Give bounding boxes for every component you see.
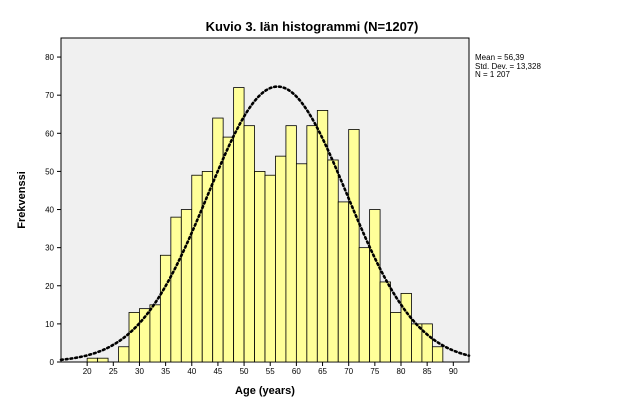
y-tick-label: 50 [45,167,54,176]
histogram-bar [128,312,140,363]
x-tick-label: 70 [344,367,353,376]
histogram-bar [86,357,99,363]
histogram-bar [358,247,371,363]
x-tick-label: 30 [135,367,144,376]
histogram-bar [306,125,318,363]
y-tick-label: 40 [45,206,54,215]
x-tick-label: 55 [266,367,275,376]
histogram-bar [390,312,402,363]
histogram-bar [264,174,276,363]
histogram-bar [212,117,224,363]
histogram-bar [285,125,297,363]
stats-mean: Mean = 56,39 [475,53,525,62]
chart-title: Kuvio 3. Iän histogrammi (N=1207) [206,19,419,34]
histogram-bar [379,281,391,363]
x-tick-label: 75 [370,367,379,376]
histogram-bar [118,346,130,363]
normal-curve [59,85,471,362]
histogram-bar [97,357,109,363]
histogram-bar [337,201,350,363]
y-axis-label: Frekvenssi [16,171,28,228]
histogram-bar [295,163,308,363]
y-tick-label: 0 [50,358,55,367]
histogram-bar [243,125,255,363]
y-tick-label: 30 [45,244,54,253]
x-tick-label: 50 [240,367,249,376]
x-axis-ticks: 20 25 30 35 40 45 50 55 60 65 70 75 80 85 90 [83,362,458,376]
y-tick-label: 70 [45,91,54,100]
y-tick-label: 60 [45,129,54,138]
y-tick-label: 80 [45,53,54,62]
histogram-bar [233,87,245,363]
histogram-bar [400,292,412,363]
y-tick-label: 20 [45,282,54,291]
x-tick-label: 65 [318,367,327,376]
x-tick-label: 35 [161,367,170,376]
histogram-bar [201,171,214,363]
histogram-bar [431,346,444,363]
stats-std-dev: Std. Dev. = 13,328 [475,61,541,71]
histogram-bar [316,110,329,363]
y-axis-ticks: 0 10 20 30 40 50 60 70 80 [45,53,61,367]
x-tick-label: 90 [449,367,458,376]
histogram-bar [170,216,182,363]
histogram-bar [149,304,161,363]
histogram-bar [191,174,203,363]
histogram-bar [369,209,381,363]
x-tick-label: 60 [292,367,301,376]
x-tick-label: 20 [83,367,92,376]
histogram-bar [159,254,172,363]
x-tick-label: 45 [213,367,222,376]
x-axis-label: Age (years) [235,385,295,397]
stats-n: N = 1 207 [475,70,510,79]
histogram-bar [222,136,235,363]
histogram-bar [254,171,266,363]
x-tick-label: 40 [187,367,196,376]
histogram-bar [180,209,193,363]
y-tick-label: 10 [45,320,54,329]
bars-group [86,87,444,363]
x-tick-label: 80 [397,367,406,376]
histogram-bar [327,159,339,363]
x-tick-label: 85 [423,367,432,376]
histogram-bar [348,129,360,363]
histogram-bar [275,155,287,363]
x-tick-label: 25 [109,367,118,376]
stats-box: Mean = 56,39 Std. Dev. = 13,328 N = 1 20… [475,53,541,80]
